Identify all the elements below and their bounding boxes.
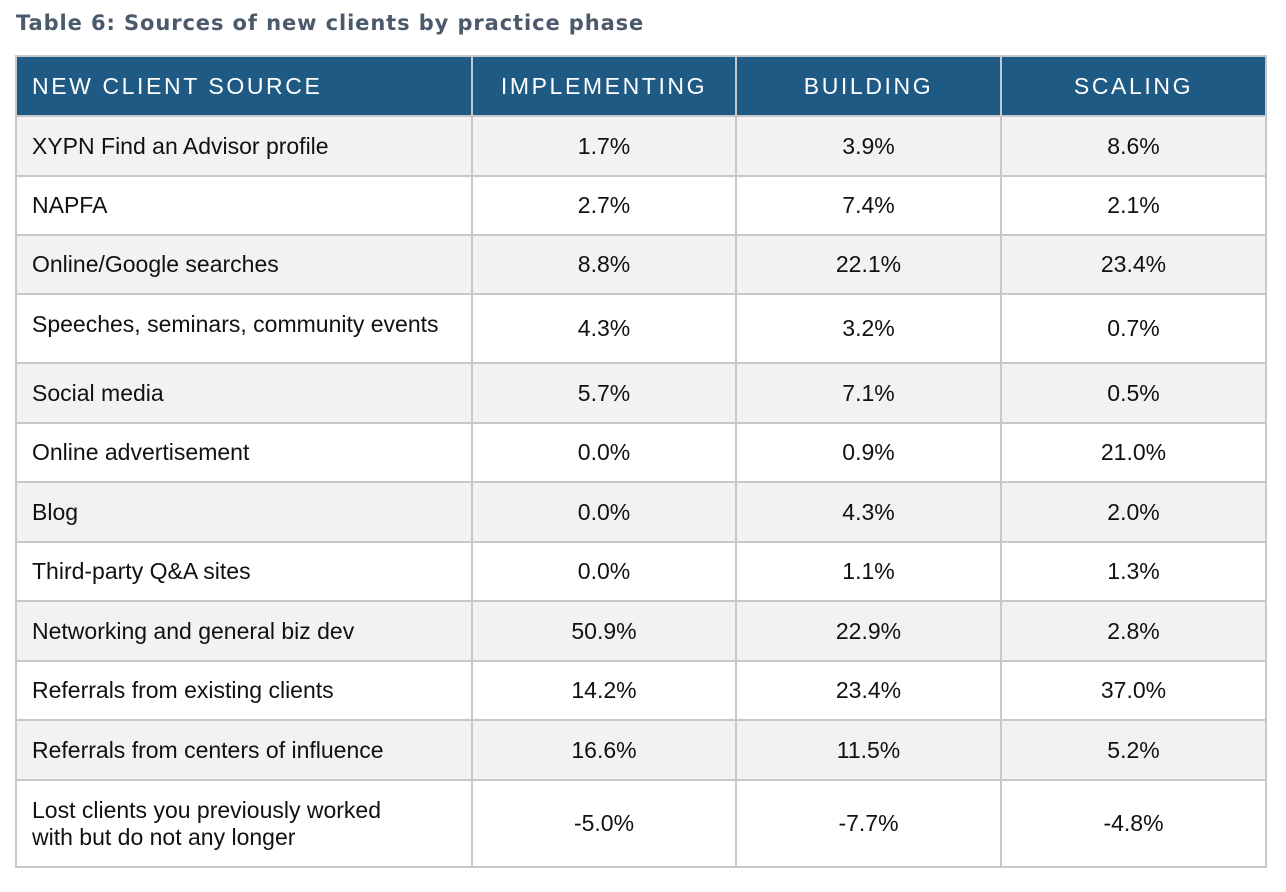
building-cell: -7.7% bbox=[735, 779, 1002, 868]
table-row: Third-party Q&A sites 0.0% 1.1% 1.3% bbox=[15, 541, 1267, 602]
header-implementing: IMPLEMENTING bbox=[471, 55, 737, 117]
scaling-cell: 21.0% bbox=[1000, 422, 1267, 483]
table-row: XYPN Find an Advisor profile 1.7% 3.9% 8… bbox=[15, 115, 1267, 177]
source-cell: NAPFA bbox=[15, 175, 473, 236]
client-sources-table: NEW CLIENT SOURCE IMPLEMENTING BUILDING … bbox=[15, 55, 1267, 868]
implementing-cell: -5.0% bbox=[471, 779, 737, 868]
source-cell: Online/Google searches bbox=[15, 234, 473, 295]
implementing-cell: 16.6% bbox=[471, 719, 737, 781]
building-cell: 4.3% bbox=[735, 481, 1002, 543]
source-cell: Blog bbox=[15, 481, 473, 543]
implementing-cell: 50.9% bbox=[471, 600, 737, 662]
building-cell: 3.2% bbox=[735, 293, 1002, 364]
table-caption: Table 6: Sources of new clients by pract… bbox=[16, 11, 645, 35]
implementing-cell: 2.7% bbox=[471, 175, 737, 236]
implementing-cell: 14.2% bbox=[471, 660, 737, 721]
table-row: Referrals from centers of influence 16.6… bbox=[15, 719, 1267, 781]
table-row: Social media 5.7% 7.1% 0.5% bbox=[15, 362, 1267, 424]
scaling-cell: 2.1% bbox=[1000, 175, 1267, 236]
header-scaling: SCALING bbox=[1000, 55, 1267, 117]
source-cell: Networking and general biz dev bbox=[15, 600, 473, 662]
source-line: Lost clients you previously worked bbox=[32, 796, 381, 823]
header-row: NEW CLIENT SOURCE IMPLEMENTING BUILDING … bbox=[15, 55, 1267, 117]
building-cell: 3.9% bbox=[735, 115, 1002, 177]
building-cell: 1.1% bbox=[735, 541, 1002, 602]
source-cell: XYPN Find an Advisor profile bbox=[15, 115, 473, 177]
implementing-cell: 1.7% bbox=[471, 115, 737, 177]
source-cell: Online advertisement bbox=[15, 422, 473, 483]
scaling-cell: 0.7% bbox=[1000, 293, 1267, 364]
table-row: Lost clients you previously worked with … bbox=[15, 779, 1267, 868]
source-cell: Referrals from existing clients bbox=[15, 660, 473, 721]
table-row: Online/Google searches 8.8% 22.1% 23.4% bbox=[15, 234, 1267, 295]
implementing-cell: 0.0% bbox=[471, 422, 737, 483]
source-line: with but do not any longer bbox=[32, 823, 296, 850]
table-row: Speeches, seminars, community events 4.3… bbox=[15, 293, 1267, 364]
implementing-cell: 5.7% bbox=[471, 362, 737, 424]
building-cell: 23.4% bbox=[735, 660, 1002, 721]
building-cell: 7.1% bbox=[735, 362, 1002, 424]
header-building: BUILDING bbox=[735, 55, 1002, 117]
building-cell: 7.4% bbox=[735, 175, 1002, 236]
implementing-cell: 0.0% bbox=[471, 541, 737, 602]
scaling-cell: 1.3% bbox=[1000, 541, 1267, 602]
source-cell: Referrals from centers of influence bbox=[15, 719, 473, 781]
implementing-cell: 0.0% bbox=[471, 481, 737, 543]
table-row: Online advertisement 0.0% 0.9% 21.0% bbox=[15, 422, 1267, 483]
scaling-cell: 23.4% bbox=[1000, 234, 1267, 295]
table-row: NAPFA 2.7% 7.4% 2.1% bbox=[15, 175, 1267, 236]
table-row: Referrals from existing clients 14.2% 23… bbox=[15, 660, 1267, 721]
scaling-cell: 8.6% bbox=[1000, 115, 1267, 177]
implementing-cell: 4.3% bbox=[471, 293, 737, 364]
building-cell: 22.1% bbox=[735, 234, 1002, 295]
table-row: Networking and general biz dev 50.9% 22.… bbox=[15, 600, 1267, 662]
source-cell: Speeches, seminars, community events bbox=[15, 293, 473, 364]
scaling-cell: -4.8% bbox=[1000, 779, 1267, 868]
scaling-cell: 37.0% bbox=[1000, 660, 1267, 721]
scaling-cell: 2.0% bbox=[1000, 481, 1267, 543]
table-row: Blog 0.0% 4.3% 2.0% bbox=[15, 481, 1267, 543]
source-cell: Social media bbox=[15, 362, 473, 424]
building-cell: 0.9% bbox=[735, 422, 1002, 483]
source-cell: Lost clients you previously worked with … bbox=[15, 779, 473, 868]
scaling-cell: 2.8% bbox=[1000, 600, 1267, 662]
building-cell: 11.5% bbox=[735, 719, 1002, 781]
source-cell: Third-party Q&A sites bbox=[15, 541, 473, 602]
building-cell: 22.9% bbox=[735, 600, 1002, 662]
header-new-client-source: NEW CLIENT SOURCE bbox=[15, 55, 473, 117]
scaling-cell: 5.2% bbox=[1000, 719, 1267, 781]
implementing-cell: 8.8% bbox=[471, 234, 737, 295]
scaling-cell: 0.5% bbox=[1000, 362, 1267, 424]
